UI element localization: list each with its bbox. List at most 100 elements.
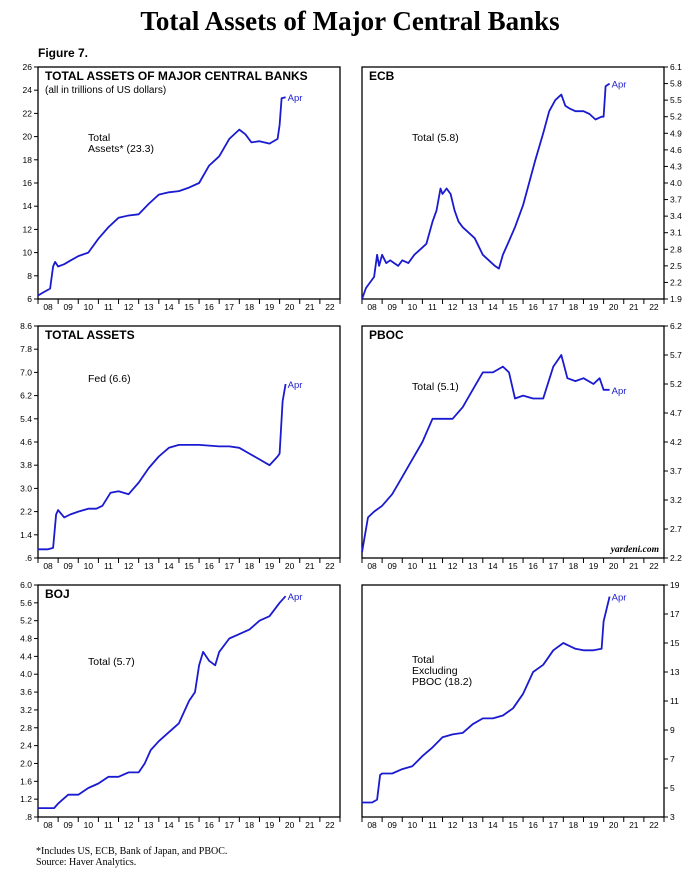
- x-tick-label-fed: 12: [124, 561, 134, 571]
- y-tick-label-boj: .8: [25, 812, 32, 822]
- plot-frame-boj: [37, 584, 341, 818]
- series-line-excl: [362, 596, 611, 804]
- x-tick-label-ecb: 13: [468, 302, 478, 312]
- y-tick-label-ecb: 2.5: [670, 261, 682, 271]
- x-tick-label-pboc: 18: [569, 561, 579, 571]
- y-tick-label-ecb: 4.6: [670, 145, 682, 155]
- y-tick-label-boj: 4.0: [20, 669, 32, 679]
- source-note: Source: Haver Analytics.: [36, 857, 137, 868]
- y-tick-label-boj: 5.6: [20, 598, 32, 608]
- series-line-total: [37, 96, 286, 297]
- annotation-ecb: Total (5.8): [412, 132, 459, 144]
- y-tick-label-pboc: 3.7: [670, 466, 682, 476]
- y-tick-label-ecb: 3.7: [670, 195, 682, 205]
- y-tick-label-total: 12: [23, 224, 33, 234]
- x-tick-label-total: 17: [225, 302, 235, 312]
- annotation-total: Assets* (23.3): [88, 143, 154, 155]
- x-tick-label-boj: 21: [305, 820, 315, 830]
- y-tick-label-total: 18: [23, 155, 33, 165]
- y-tick-label-ecb: 3.1: [670, 228, 682, 238]
- y-tick-label-excl: 17: [670, 609, 680, 619]
- series-line-boj: [38, 595, 287, 809]
- x-tick-label-total: 10: [84, 302, 94, 312]
- y-tick-label-pboc: 5.2: [670, 379, 682, 389]
- x-tick-label-excl: 10: [408, 820, 418, 830]
- x-tick-label-ecb: 18: [569, 302, 579, 312]
- y-tick-label-fed: 6.2: [20, 391, 32, 401]
- y-tick-label-excl: 13: [670, 667, 680, 677]
- y-tick-label-excl: 11: [670, 696, 679, 706]
- x-tick-label-ecb: 12: [448, 302, 458, 312]
- x-tick-label-excl: 16: [528, 820, 538, 830]
- y-tick-label-excl: 5: [670, 783, 675, 793]
- x-tick-label-excl: 18: [569, 820, 579, 830]
- chart-title-total: TOTAL ASSETS OF MAJOR CENTRAL BANKS: [45, 69, 308, 83]
- y-tick-label-fed: 1.4: [20, 530, 32, 540]
- x-tick-label-pboc: 20: [609, 561, 619, 571]
- x-tick-label-excl: 14: [488, 820, 498, 830]
- y-tick-label-boj: 2.8: [20, 723, 32, 733]
- x-tick-label-pboc: 16: [528, 561, 538, 571]
- x-tick-label-fed: 17: [225, 561, 235, 571]
- plot-frame-pboc: [361, 325, 665, 559]
- x-tick-label-pboc: 08: [367, 561, 377, 571]
- x-tick-label-fed: 13: [144, 561, 154, 571]
- x-tick-label-ecb: 20: [609, 302, 619, 312]
- y-tick-label-fed: 7.0: [20, 367, 32, 377]
- y-tick-label-ecb: 4.9: [670, 128, 682, 138]
- x-tick-label-pboc: 10: [408, 561, 418, 571]
- y-tick-label-boj: 1.6: [20, 776, 32, 786]
- x-tick-label-ecb: 19: [589, 302, 599, 312]
- y-tick-label-ecb: 5.8: [670, 79, 682, 89]
- x-tick-label-ecb: 21: [629, 302, 639, 312]
- footnote: *Includes US, ECB, Bank of Japan, and PB…: [36, 846, 228, 857]
- x-tick-label-fed: 16: [204, 561, 214, 571]
- x-tick-label-pboc: 15: [508, 561, 518, 571]
- y-tick-label-total: 24: [23, 85, 33, 95]
- y-tick-label-boj: 4.8: [20, 634, 32, 644]
- x-tick-label-excl: 22: [649, 820, 659, 830]
- x-tick-label-excl: 11: [428, 820, 437, 830]
- end-label-excl: Apr: [612, 593, 627, 604]
- y-tick-label-boj: 6.0: [20, 580, 32, 590]
- plot-frame-ecb: [361, 66, 665, 300]
- x-tick-label-total: 11: [104, 302, 113, 312]
- x-tick-label-ecb: 11: [428, 302, 437, 312]
- y-tick-label-boj: 2.4: [20, 741, 32, 751]
- x-tick-label-boj: 12: [124, 820, 134, 830]
- y-tick-label-fed: 3.8: [20, 460, 32, 470]
- series-line-ecb: [361, 82, 611, 300]
- x-tick-label-pboc: 14: [488, 561, 498, 571]
- x-tick-label-fed: 10: [84, 561, 94, 571]
- series-line-pboc: [361, 354, 610, 553]
- figure-label: Figure 7.: [38, 46, 89, 60]
- x-tick-label-ecb: 09: [387, 302, 397, 312]
- end-label-fed: Apr: [288, 380, 303, 391]
- y-tick-label-excl: 7: [670, 754, 675, 764]
- x-tick-label-total: 19: [265, 302, 275, 312]
- x-tick-label-total: 09: [63, 302, 73, 312]
- x-tick-label-excl: 13: [468, 820, 478, 830]
- x-tick-label-excl: 20: [609, 820, 619, 830]
- y-tick-label-total: 16: [23, 178, 33, 188]
- x-tick-label-boj: 11: [104, 820, 113, 830]
- x-tick-label-excl: 09: [387, 820, 397, 830]
- watermark: yardeni.com: [610, 545, 659, 555]
- x-tick-label-total: 21: [305, 302, 315, 312]
- x-tick-label-boj: 14: [164, 820, 174, 830]
- y-tick-label-total: 14: [23, 201, 33, 211]
- y-tick-label-excl: 15: [670, 638, 680, 648]
- y-tick-label-pboc: 4.7: [670, 408, 682, 418]
- y-tick-label-ecb: 4.3: [670, 161, 682, 171]
- x-tick-label-ecb: 22: [649, 302, 659, 312]
- x-tick-label-ecb: 15: [508, 302, 518, 312]
- x-tick-label-pboc: 11: [428, 561, 437, 571]
- x-tick-label-ecb: 17: [549, 302, 559, 312]
- y-tick-label-pboc: 3.2: [670, 495, 682, 505]
- x-tick-label-total: 18: [245, 302, 255, 312]
- y-tick-label-fed: 4.6: [20, 437, 32, 447]
- x-tick-label-excl: 21: [629, 820, 639, 830]
- x-tick-label-boj: 16: [204, 820, 214, 830]
- end-label-ecb: Apr: [612, 80, 627, 91]
